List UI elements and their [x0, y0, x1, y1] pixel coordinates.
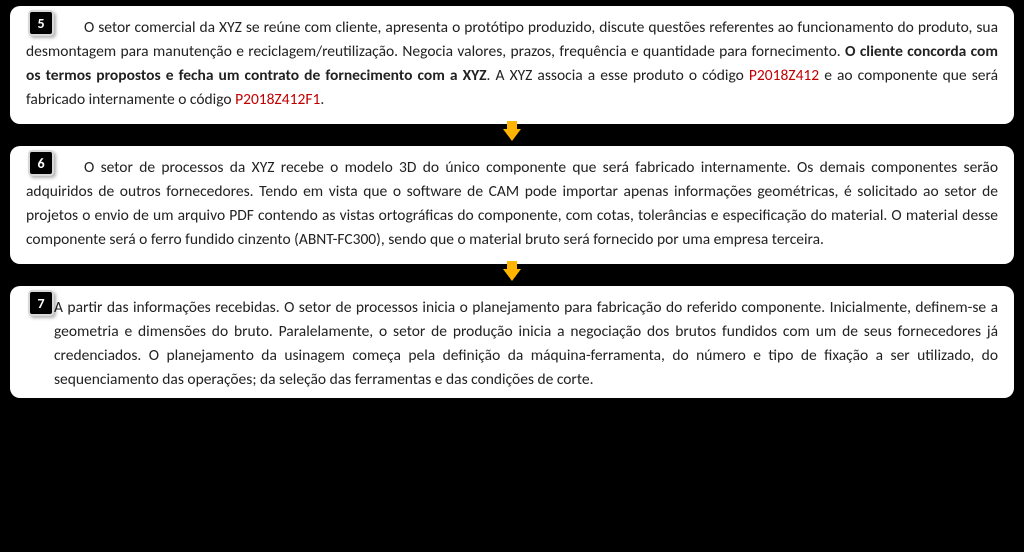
step-6-text: O setor de processos da XYZ recebe o mod… [26, 158, 998, 249]
step-badge: 5 [28, 10, 54, 36]
step-5-text-after-bold: . A XYZ associa a esse produto o código [487, 66, 749, 85]
step-card-7: 7 A partir das informações recebidas. O … [10, 286, 1014, 398]
step-5-text-end: . [320, 90, 324, 109]
step-card-6: 6 O setor de processos da XYZ recebe o m… [10, 146, 1014, 264]
step-7-body: A partir das informações recebidas. O se… [26, 296, 998, 392]
arrow-wrap-2 [10, 264, 1014, 286]
step-badge: 7 [28, 290, 54, 316]
step-card-5: 5 O setor comercial da XYZ se reúne com … [10, 6, 1014, 124]
arrow-wrap-1 [10, 124, 1014, 146]
step-number: 6 [37, 155, 44, 172]
step-7-text: A partir das informações recebidas. O se… [54, 298, 998, 389]
down-arrow-icon [503, 269, 521, 281]
step-5-code2: P2018Z412F1 [235, 90, 320, 109]
step-6-body: O setor de processos da XYZ recebe o mod… [26, 156, 998, 252]
step-number: 7 [37, 295, 44, 312]
down-arrow-icon [503, 129, 521, 141]
step-5-code1: P2018Z412 [749, 66, 819, 85]
step-badge: 6 [28, 150, 54, 176]
step-5-body: O setor comercial da XYZ se reúne com cl… [26, 16, 998, 112]
step-number: 5 [37, 15, 44, 32]
